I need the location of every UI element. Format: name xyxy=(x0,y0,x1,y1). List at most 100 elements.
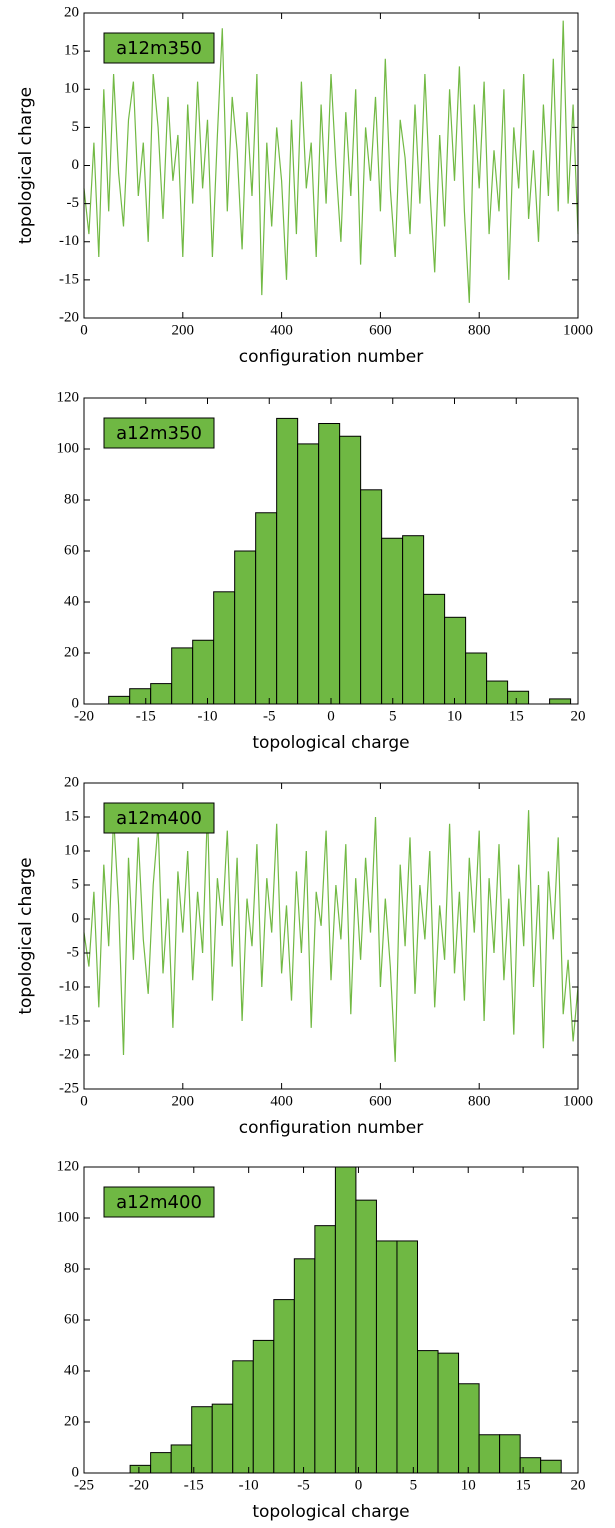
data-line xyxy=(83,810,579,1062)
x-tick-label: 5 xyxy=(389,708,397,724)
y-tick-label: 40 xyxy=(64,1362,79,1378)
histogram-bar xyxy=(276,417,299,705)
y-tick-label: -25 xyxy=(59,1080,79,1096)
y-tick-label: 80 xyxy=(64,1260,79,1276)
histogram-bar xyxy=(549,698,572,705)
y-tick-label: 0 xyxy=(72,910,80,926)
histogram-bar xyxy=(396,1240,419,1474)
panel: 0 200 400 600 800 1000 -25 -20 -15 -10 -5 0 5 10 15 20 c… xyxy=(16,774,593,1138)
x-tick-label: 200 xyxy=(172,1093,195,1109)
x-tick-label: 0 xyxy=(327,708,335,724)
histogram-bar xyxy=(191,1406,213,1474)
y-axis-label: topological charge xyxy=(16,857,36,1014)
x-tick-label: 20 xyxy=(571,708,586,724)
x-tick-label: 0 xyxy=(80,322,88,338)
histogram-bar xyxy=(478,1434,501,1474)
x-axis-label: configuration number xyxy=(239,347,424,367)
y-tick-label: -15 xyxy=(59,271,79,287)
y-tick-label: -15 xyxy=(59,1012,79,1028)
y-tick-label: 20 xyxy=(64,1413,79,1429)
x-tick-label: -5 xyxy=(297,1477,310,1493)
x-tick-label: 1000 xyxy=(563,322,593,338)
histogram-bar xyxy=(170,1444,193,1474)
histogram-bar xyxy=(314,1225,336,1474)
histogram-bar xyxy=(129,688,152,705)
x-tick-label: 800 xyxy=(468,1093,491,1109)
histogram-bar xyxy=(255,512,278,705)
y-tick-label: 80 xyxy=(64,491,79,507)
x-tick-label: 200 xyxy=(172,322,195,338)
y-tick-label: 10 xyxy=(64,842,79,858)
y-tick-label: 120 xyxy=(57,389,80,405)
y-axis-label: topological charge xyxy=(16,87,36,244)
histogram-bar xyxy=(232,1360,254,1474)
x-tick-label: 15 xyxy=(516,1477,531,1493)
histogram-bar xyxy=(192,639,215,705)
annotation-box xyxy=(103,32,215,64)
y-tick-label: 15 xyxy=(64,808,79,824)
x-tick-label: 0 xyxy=(355,1477,363,1493)
histogram-bar xyxy=(334,1166,357,1474)
y-tick-label: 15 xyxy=(64,43,79,59)
x-tick-label: 1000 xyxy=(563,1093,593,1109)
y-tick-label: 60 xyxy=(64,542,79,558)
x-tick-label: -20 xyxy=(74,708,94,724)
x-tick-label: -25 xyxy=(74,1477,94,1493)
x-tick-label: -20 xyxy=(129,1477,149,1493)
histogram-bar xyxy=(465,652,488,705)
annotation: a12m350 xyxy=(116,38,202,59)
histogram-bar xyxy=(402,535,425,705)
x-tick-label: 400 xyxy=(270,322,293,338)
x-tick-label: 600 xyxy=(369,1093,392,1109)
y-tick-label: -5 xyxy=(67,195,80,211)
histogram-bar xyxy=(252,1339,275,1474)
x-tick-label: 600 xyxy=(369,322,392,338)
histogram-bar xyxy=(234,550,257,705)
panel: -25 -20 -15 -10 -5 0 5 10 15 20 0 20 40 60 80 100 120 top… xyxy=(57,1158,586,1522)
x-tick-label: -5 xyxy=(263,708,276,724)
y-tick-label: -20 xyxy=(59,1046,79,1062)
histogram-bar xyxy=(540,1459,562,1474)
x-axis-label: topological charge xyxy=(252,733,409,753)
histogram-bar xyxy=(273,1299,295,1474)
x-tick-label: 0 xyxy=(80,1093,88,1109)
y-tick-label: 0 xyxy=(72,695,80,711)
histogram-bar xyxy=(423,593,446,705)
histogram-bar xyxy=(360,489,383,705)
y-tick-label: 100 xyxy=(57,440,80,456)
histogram-bar xyxy=(486,680,509,705)
y-tick-label: -10 xyxy=(59,978,79,994)
x-tick-label: 20 xyxy=(571,1477,586,1493)
annotation: a12m400 xyxy=(116,1192,202,1213)
annotation-box xyxy=(103,417,215,449)
panel: -20 -15 -10 -5 0 5 10 15 20 0 20 40 60 80 100 120 topolo… xyxy=(57,389,586,753)
histogram-bar xyxy=(417,1350,439,1474)
x-tick-label: 800 xyxy=(468,322,491,338)
histogram-bar xyxy=(339,435,362,705)
histogram-bar xyxy=(211,1403,234,1474)
y-tick-label: -20 xyxy=(59,309,79,325)
x-tick-label: 10 xyxy=(461,1477,476,1493)
histogram-bar xyxy=(381,537,404,705)
histogram-bar xyxy=(171,647,194,705)
y-tick-label: 5 xyxy=(72,119,80,135)
y-tick-label: 10 xyxy=(64,81,79,97)
histogram-bar xyxy=(150,1452,172,1474)
panel: 0 200 400 600 800 1000 -20 -15 -10 -5 0 5 10 15 20 conf… xyxy=(16,4,593,367)
x-tick-label: 5 xyxy=(410,1477,418,1493)
x-tick-label: -15 xyxy=(136,708,156,724)
x-tick-label: -10 xyxy=(198,708,218,724)
histogram-bar xyxy=(293,1258,316,1474)
x-tick-label: -15 xyxy=(184,1477,204,1493)
y-tick-label: 40 xyxy=(64,593,79,609)
histogram-bar xyxy=(507,690,530,705)
x-tick-label: -10 xyxy=(239,1477,259,1493)
annotation-box xyxy=(103,1186,215,1218)
annotation-box xyxy=(103,802,215,834)
y-tick-label: -10 xyxy=(59,233,79,249)
histogram-bar xyxy=(355,1199,377,1474)
histogram-bar xyxy=(375,1240,398,1474)
axes-frame xyxy=(83,782,579,1090)
histogram-bar xyxy=(437,1352,460,1474)
